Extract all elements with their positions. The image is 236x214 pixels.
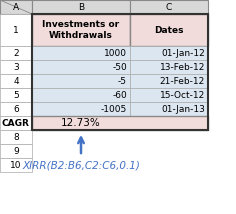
Text: CAGR: CAGR bbox=[2, 119, 30, 128]
Bar bbox=[32, 0, 130, 14]
Bar bbox=[130, 0, 208, 14]
Text: XIRR(B2:B6,C2:C6,0.1): XIRR(B2:B6,C2:C6,0.1) bbox=[22, 160, 140, 170]
Text: 1000: 1000 bbox=[104, 49, 127, 58]
Bar bbox=[0, 144, 32, 158]
Bar bbox=[0, 0, 32, 14]
Text: A: A bbox=[13, 3, 19, 12]
Text: -5: -5 bbox=[118, 76, 127, 86]
Bar bbox=[0, 116, 32, 130]
Text: B: B bbox=[78, 3, 84, 12]
Text: 15-Oct-12: 15-Oct-12 bbox=[160, 91, 205, 100]
Bar bbox=[0, 0, 32, 14]
Bar bbox=[130, 60, 208, 74]
Text: 2: 2 bbox=[13, 49, 19, 58]
Bar bbox=[130, 102, 208, 116]
Bar bbox=[32, 46, 130, 60]
Bar bbox=[130, 46, 208, 60]
Bar bbox=[32, 14, 130, 46]
Bar bbox=[32, 74, 130, 88]
Bar bbox=[32, 14, 208, 130]
Text: -1005: -1005 bbox=[101, 104, 127, 113]
Bar bbox=[130, 74, 208, 88]
Text: 1: 1 bbox=[13, 25, 19, 34]
Text: -60: -60 bbox=[112, 91, 127, 100]
Bar bbox=[32, 116, 208, 130]
Bar bbox=[0, 74, 32, 88]
Text: 4: 4 bbox=[13, 76, 19, 86]
Text: 9: 9 bbox=[13, 147, 19, 156]
Bar bbox=[32, 60, 130, 74]
Text: 01-Jan-12: 01-Jan-12 bbox=[161, 49, 205, 58]
Text: 01-Jan-13: 01-Jan-13 bbox=[161, 104, 205, 113]
Bar bbox=[0, 0, 32, 14]
Text: 5: 5 bbox=[13, 91, 19, 100]
Bar bbox=[32, 88, 130, 102]
Bar bbox=[0, 158, 32, 172]
Text: 13-Feb-12: 13-Feb-12 bbox=[160, 62, 205, 71]
Bar bbox=[130, 88, 208, 102]
Bar bbox=[0, 60, 32, 74]
Text: 3: 3 bbox=[13, 62, 19, 71]
Text: Dates: Dates bbox=[154, 25, 184, 34]
Bar bbox=[0, 0, 32, 14]
Bar bbox=[0, 130, 32, 144]
Bar bbox=[0, 14, 32, 46]
Text: -50: -50 bbox=[112, 62, 127, 71]
Text: 21-Feb-12: 21-Feb-12 bbox=[160, 76, 205, 86]
Text: 10: 10 bbox=[10, 160, 22, 169]
Bar bbox=[0, 102, 32, 116]
Bar bbox=[0, 0, 32, 14]
Bar bbox=[130, 14, 208, 46]
Text: 6: 6 bbox=[13, 104, 19, 113]
Bar bbox=[32, 102, 130, 116]
Bar bbox=[0, 88, 32, 102]
Bar bbox=[0, 46, 32, 60]
Text: 12.73%: 12.73% bbox=[61, 118, 101, 128]
Text: Investments or
Withdrawals: Investments or Withdrawals bbox=[42, 20, 120, 40]
Text: 8: 8 bbox=[13, 132, 19, 141]
Text: C: C bbox=[166, 3, 172, 12]
